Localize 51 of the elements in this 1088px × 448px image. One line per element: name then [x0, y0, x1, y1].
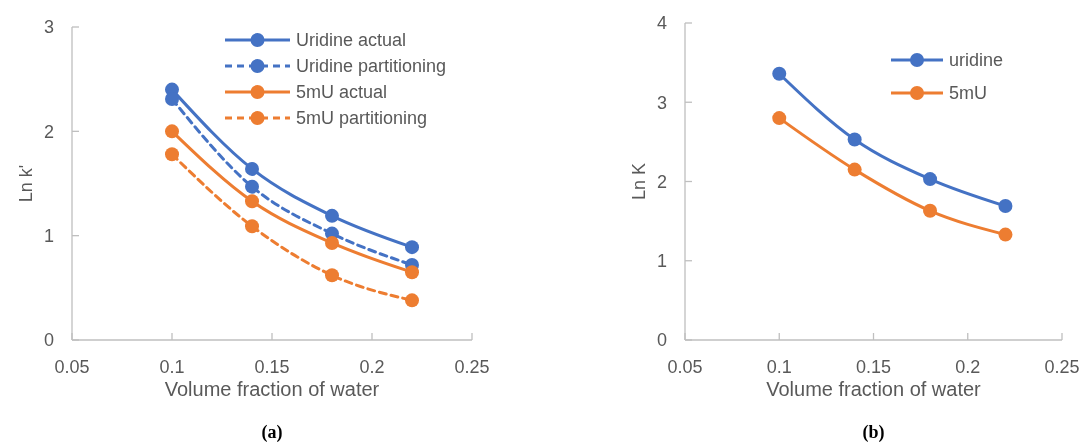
legend-label: 5mU actual [296, 82, 388, 103]
x-tick-label: 0.05 [54, 357, 90, 377]
y-tick-label: 0 [656, 330, 667, 351]
point [772, 111, 787, 126]
point [325, 208, 339, 223]
x-tick-label: 0.1 [159, 357, 185, 377]
x-tick-label: 0.15 [855, 357, 892, 377]
y-tick-label: 2 [43, 121, 54, 142]
point [998, 227, 1013, 242]
legend-label: Uridine actual [296, 30, 407, 51]
x-tick-label: 0.05 [667, 357, 703, 377]
x-tick-label: 0.15 [254, 357, 290, 377]
legend-label: uridine [949, 50, 1004, 71]
y-axis-title: Ln K [629, 162, 649, 201]
legend-label: Uridine partitioning [296, 56, 447, 77]
y-tick-label: 2 [656, 171, 667, 192]
point [245, 194, 259, 209]
x-tick-label: 0.25 [1044, 357, 1080, 377]
x-tick-label: 0.2 [359, 357, 385, 377]
y-tick-label: 1 [656, 251, 667, 272]
text: (b) [862, 422, 885, 443]
point [245, 219, 259, 234]
y-tick-label: 0 [43, 330, 54, 351]
point [923, 203, 938, 218]
y-axis-title: Ln k' [16, 164, 36, 203]
point [405, 293, 419, 308]
x-axis-title: Volume fraction of water [164, 378, 380, 400]
point [325, 268, 339, 283]
text: (a) [261, 422, 283, 443]
point [847, 162, 862, 177]
point [923, 172, 938, 187]
y-tick-label: 3 [43, 17, 54, 38]
point [405, 240, 419, 255]
point [998, 199, 1013, 214]
x-axis-title: Volume fraction of water [766, 378, 982, 400]
point [245, 179, 259, 194]
y-tick-label: 1 [43, 225, 54, 246]
point [772, 66, 787, 81]
point [165, 124, 179, 139]
y-tick-label: 3 [656, 92, 667, 113]
point [245, 161, 259, 176]
point [325, 235, 339, 250]
x-tick-label: 0.2 [955, 357, 981, 377]
legend-label: 5mU [949, 83, 988, 104]
point [405, 265, 419, 280]
x-tick-label: 0.25 [454, 357, 490, 377]
point [165, 147, 179, 162]
point [847, 132, 862, 147]
legend-label: 5mU partitioning [296, 108, 428, 129]
y-tick-label: 4 [656, 13, 667, 34]
x-tick-label: 0.1 [766, 357, 792, 377]
